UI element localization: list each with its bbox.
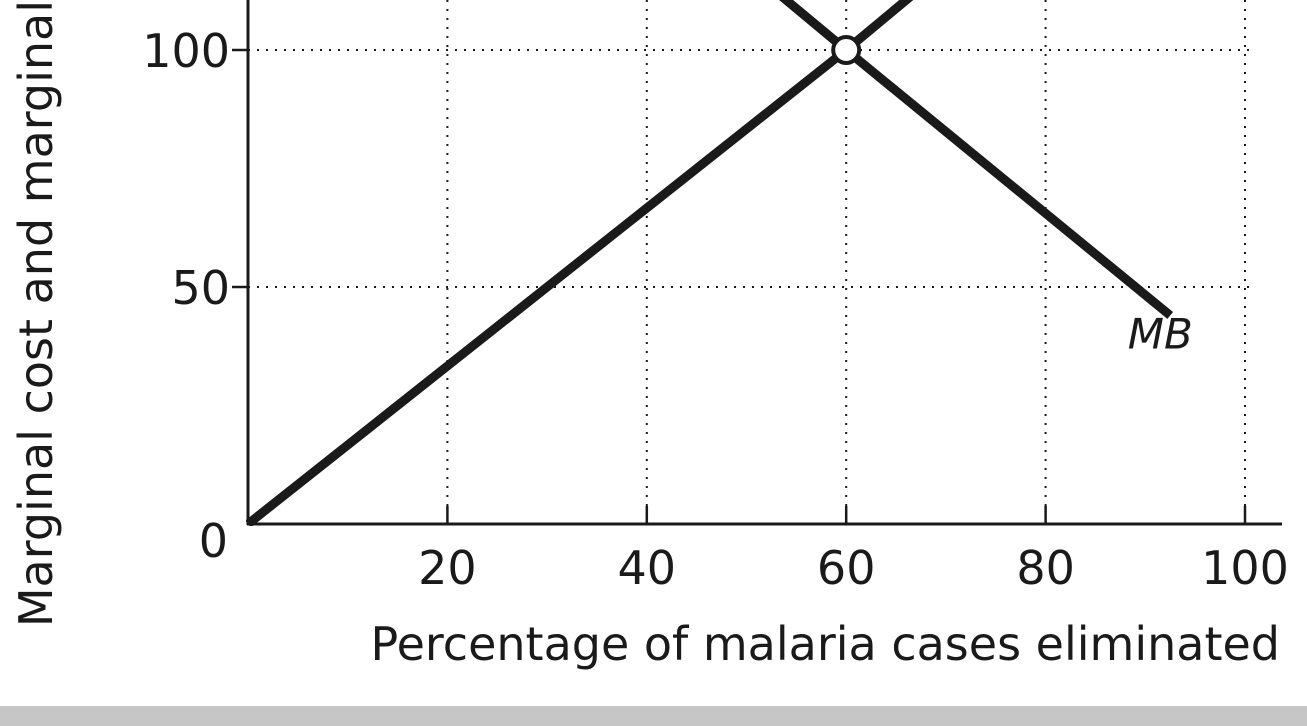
x-tick-label: 40	[618, 541, 677, 595]
x-tick-label: 100	[1201, 541, 1289, 595]
x-tick-label: 20	[418, 541, 477, 595]
series-0-line	[246, 0, 914, 526]
origin-label: 0	[199, 514, 228, 568]
x-axis-title: Percentage of malaria cases eliminated	[371, 617, 1281, 671]
labels: 0 20 40 60 80 100 50 100 MB	[142, 24, 1289, 595]
equilibrium-point-marker	[831, 35, 862, 65]
x-tick-label: 60	[817, 541, 876, 595]
footer-bar	[0, 706, 1307, 726]
axes	[232, 0, 1282, 526]
y-axis-title: Marginal cost and marginal	[9, 0, 63, 627]
y-tick-label: 50	[171, 261, 230, 315]
markers	[831, 35, 862, 65]
gridlines	[248, 0, 1252, 524]
curve-label: MB	[1128, 310, 1193, 359]
y-tick-label: 100	[142, 24, 230, 78]
series	[246, 0, 1174, 526]
series-mb-line	[779, 0, 1174, 319]
x-tick-label: 80	[1016, 541, 1075, 595]
